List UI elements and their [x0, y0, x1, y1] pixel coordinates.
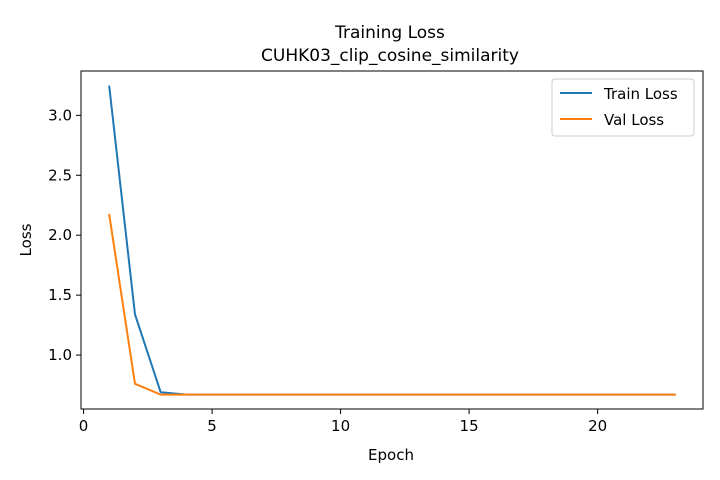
x-axis-ticks: 0 5 10 15 20	[79, 409, 607, 435]
legend: Train Loss Val Loss	[551, 78, 695, 137]
y-axis-ticks: 1.0 1.5 2.0 2.5 3.0	[48, 106, 81, 364]
y-axis-label: Loss	[17, 223, 35, 256]
legend-label-val-loss: Val Loss	[604, 111, 664, 129]
plot-frame	[80, 70, 704, 410]
y-tick-label: 2.5	[48, 166, 72, 184]
x-axis-label: Epoch	[368, 446, 414, 464]
x-tick-label: 10	[331, 417, 350, 435]
x-tick-label: 20	[588, 417, 607, 435]
x-tick-label: 5	[207, 417, 217, 435]
y-tick-label: 2.0	[48, 226, 72, 244]
series-lines	[108, 85, 676, 396]
chart-subtitle: CUHK03_clip_cosine_similarity	[261, 46, 519, 66]
y-tick-label: 1.0	[48, 346, 72, 364]
x-tick-label: 0	[79, 417, 89, 435]
series-line-val-loss	[108, 213, 676, 396]
legend-label-train-loss: Train Loss	[603, 85, 678, 103]
x-tick-label: 15	[460, 417, 479, 435]
chart-title: Training Loss	[334, 23, 445, 43]
y-tick-label: 1.5	[48, 286, 72, 304]
y-tick-label: 3.0	[48, 106, 72, 124]
